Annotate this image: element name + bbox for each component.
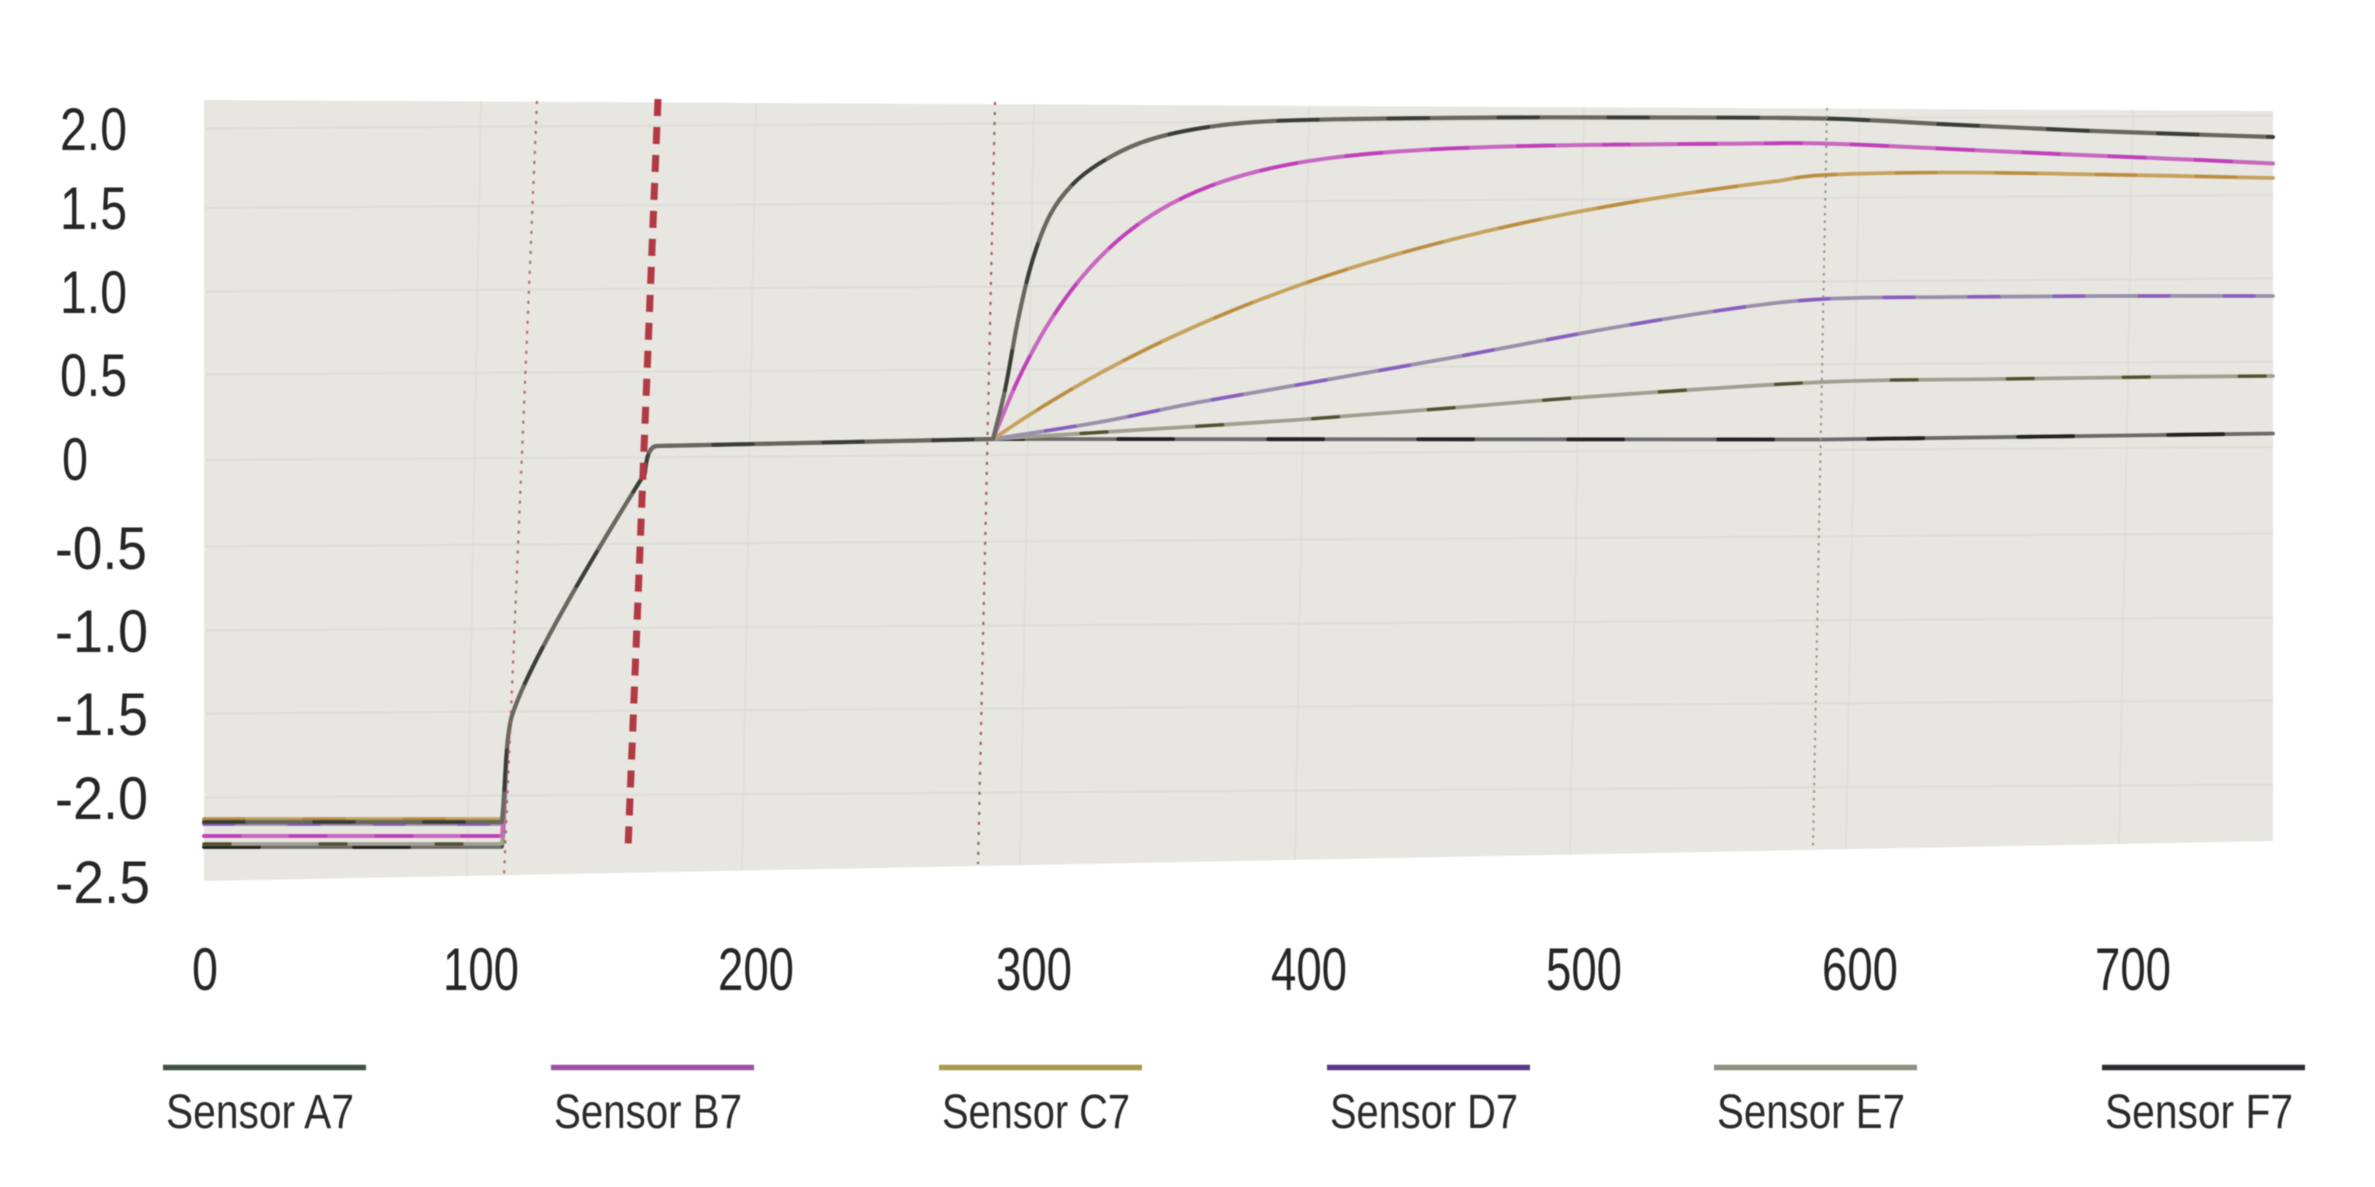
svg-text:-2.0: -2.0 [55,765,148,832]
svg-text:Sensor C7: Sensor C7 [942,1086,1130,1139]
svg-text:Sensor A7: Sensor A7 [166,1086,354,1139]
svg-text:1.5: 1.5 [60,175,127,242]
svg-text:200: 200 [718,936,794,1003]
svg-text:400: 400 [1271,936,1347,1003]
svg-text:Sensor D7: Sensor D7 [1330,1086,1518,1139]
svg-text:-1.0: -1.0 [55,598,148,665]
svg-text:600: 600 [1822,936,1898,1003]
svg-text:0: 0 [62,426,88,493]
svg-text:0.5: 0.5 [60,342,127,409]
svg-text:1.0: 1.0 [60,259,127,326]
svg-text:500: 500 [1546,936,1622,1003]
svg-text:Sensor E7: Sensor E7 [1717,1086,1905,1139]
svg-text:700: 700 [2095,936,2171,1003]
svg-text:0: 0 [192,936,218,1003]
svg-text:Sensor B7: Sensor B7 [554,1086,742,1139]
svg-text:100: 100 [443,936,519,1003]
svg-text:-0.5: -0.5 [55,515,147,582]
svg-text:-1.5: -1.5 [55,681,148,748]
svg-text:300: 300 [996,936,1072,1003]
svg-text:Sensor F7: Sensor F7 [2105,1086,2293,1139]
svg-text:2.0: 2.0 [60,96,127,163]
svg-text:-2.5: -2.5 [55,849,150,916]
